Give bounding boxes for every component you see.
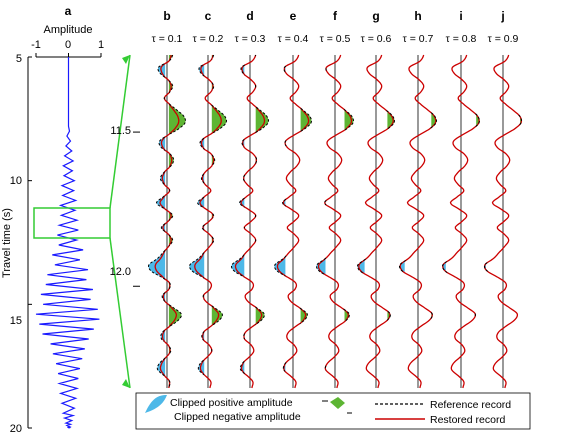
panel-c-letter: c [205,9,212,23]
zoom-arrowhead-bottom [122,379,130,388]
panel-a-xtick-neg1: -1 [31,39,41,51]
panel-g: g τ = 0.6 [357,9,396,389]
zoom-connector-bottom [109,237,131,389]
panel-f-letter: f [333,9,338,23]
zoom-ytick-11-5: 11.5 [110,125,131,137]
panel-d-tau: τ = 0.3 [235,33,266,45]
zoom-arrowhead-top [122,55,130,64]
legend-reference-label: Reference record [430,399,511,411]
panel-e-restored-record [276,54,310,389]
zoom-axis [133,131,140,287]
panel-h-letter: h [414,9,421,23]
panels-b-to-j: b τ = 0.1 c τ = 0.2 d τ = 0.3 e τ = 0.4 f τ = 0.5… [148,9,523,389]
panel-c: c τ = 0.2 [189,9,228,389]
panel-a-xtick-1: 1 [98,39,104,51]
panel-j-tau: τ = 0.9 [488,33,519,45]
panel-i-letter: i [459,9,462,23]
panel-i-tau: τ = 0.8 [446,33,477,45]
panel-a: a Amplitude -1 0 1 5 10 15 20 Travel tim… [1,4,104,435]
panel-e-letter: e [290,9,297,23]
panel-j-restored-record [483,54,523,389]
panel-g-reference-record [357,110,396,321]
panel-b-reference-record [148,54,187,389]
panel-d: d τ = 0.3 [231,9,270,389]
panel-c-reference-record [189,54,228,376]
legend: Clipped positive amplitude Clipped negat… [135,392,531,430]
panel-b-negative-fill-9 [157,359,166,376]
panel-h-reference-record [399,112,438,320]
panel-a-ytick-15: 15 [10,315,22,327]
legend-negative-swatch [145,395,167,413]
panel-h-tau: τ = 0.7 [403,33,434,45]
panel-f: f τ = 0.5 [316,9,355,389]
panel-a-seismic-trace [35,57,100,429]
panel-d-letter: d [246,9,253,23]
panel-i: i τ = 0.8 [442,9,481,389]
zoom-box [33,207,111,239]
panel-b-letter: b [163,9,170,23]
panel-d-negative-fill-4 [231,254,245,276]
panel-h: h τ = 0.7 [399,9,438,389]
panel-e: e τ = 0.4 [274,9,313,389]
panel-g-letter: g [372,9,379,23]
zoom-connectors [33,54,131,389]
panel-i-restored-record [442,54,480,389]
panel-a-ytick-10: 10 [10,175,22,187]
legend-restored-label: Restored record [430,414,505,426]
panel-a-ylabel: Travel time (s) [1,208,13,278]
legend-positive-label: Clipped positive amplitude [170,397,293,409]
panel-e-positive-fill-1 [300,309,308,323]
panel-a-xtick-0: 0 [65,39,71,51]
panel-f-reference-record [316,68,355,371]
panel-j-letter: j [500,9,504,23]
panel-b-tau: τ = 0.1 [152,33,183,45]
panel-a-xlabel: Amplitude [44,24,93,36]
panel-a-letter: a [65,4,72,18]
panel-h-restored-record [399,54,437,389]
panel-d-restored-record [234,54,266,389]
panel-a-ytick-5: 5 [16,53,22,65]
panel-b-positive-fill-8 [168,304,182,327]
panel-g-tau: τ = 0.6 [361,33,392,45]
panel-e-tau: τ = 0.4 [278,33,309,45]
panel-e-negative-fill-3 [274,257,286,275]
panel-e-reference-record [274,65,313,372]
panel-j-reference-record [484,114,523,272]
legend-negative-label: Clipped negative amplitude [174,411,301,423]
legend-positive-swatch [330,397,345,409]
zoom-connector-top [109,54,131,209]
panel-f-tau: τ = 0.5 [320,33,351,45]
panel-b: b τ = 0.1 [148,9,187,389]
panel-a-ytick-20: 20 [10,423,22,435]
panel-d-reference-record [231,54,270,374]
panel-a-trace [35,57,100,429]
legend-box [135,392,531,430]
panel-d-positive-fill-2 [255,308,265,324]
panel-b-restored-record [154,54,180,389]
zoom-ytick-12-0: 12.0 [110,266,131,278]
panel-c-tau: τ = 0.2 [193,33,224,45]
panel-i-reference-record [442,113,481,318]
panel-c-positive-fill-2 [211,106,227,133]
panel-f-positive-fill-0 [344,110,354,130]
panel-d-positive-fill-0 [255,107,269,132]
panel-j: j τ = 0.9 [483,9,523,389]
